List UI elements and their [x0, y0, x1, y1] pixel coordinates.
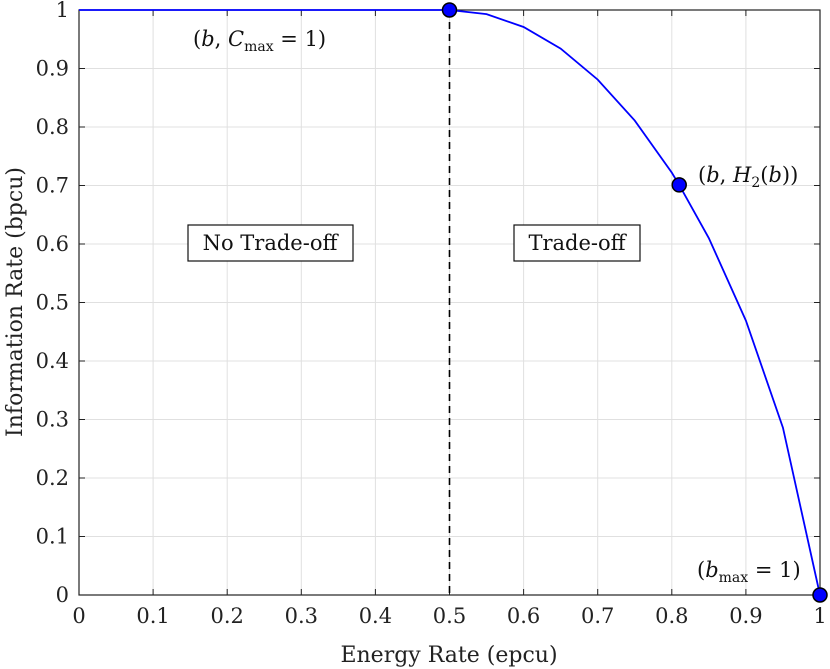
- x-tick-label: 0.6: [507, 604, 540, 628]
- x-tick-label: 0.9: [729, 604, 762, 628]
- x-axis-title: Energy Rate (epcu): [340, 643, 557, 668]
- data-point-marker: [812, 587, 828, 603]
- region-left-box: [187, 224, 354, 262]
- data-point-marker: [671, 177, 687, 193]
- x-tick-label: 1: [813, 604, 826, 628]
- y-tick-label: 0.1: [36, 525, 69, 549]
- region-right-box: [513, 224, 641, 262]
- y-tick-label: 0.4: [36, 349, 69, 373]
- y-tick-label: 1: [56, 0, 69, 22]
- data-point-marker: [441, 2, 458, 18]
- x-tick-label: 0.4: [359, 604, 392, 628]
- y-tick-label: 0.3: [36, 408, 69, 432]
- x-tick-label: 0: [72, 604, 85, 628]
- x-tick-label: 0.2: [210, 604, 243, 628]
- y-tick-label: 0.5: [36, 291, 69, 315]
- y-tick-label: 0.2: [36, 466, 69, 490]
- y-tick-label: 0.9: [36, 57, 69, 81]
- markers: [441, 2, 828, 603]
- x-axis-ticks: 0 0.1 0.2 0.3 0.4 0.5 0.6 0.7 0.8 0.9 1: [72, 10, 827, 628]
- x-tick-label: 0.5: [433, 604, 466, 628]
- x-tick-label: 0.1: [136, 604, 169, 628]
- y-axis-title: Information Rate (bpcu): [3, 167, 28, 437]
- y-tick-label: 0.8: [36, 115, 69, 139]
- y-axis-ticks: 0 0.1 0.2 0.3 0.4 0.5 0.6 0.7 0.8 0.9 1: [36, 0, 820, 607]
- x-tick-label: 0.3: [285, 604, 318, 628]
- x-tick-label: 0.8: [655, 604, 688, 628]
- annotation-b-h2: (b, H2(b)): [698, 163, 798, 191]
- region-right-label: Trade-off: [528, 231, 627, 255]
- x-tick-label: 0.7: [581, 604, 614, 628]
- y-tick-label: 0.6: [36, 232, 69, 256]
- annotation-b-cmax: (b, Cmax = 1): [193, 27, 326, 55]
- region-left-label: No Trade-off: [203, 231, 340, 255]
- y-tick-label: 0: [56, 583, 69, 607]
- annotation-bmax: (bmax = 1): [697, 558, 801, 586]
- y-tick-label: 0.7: [36, 174, 69, 198]
- series-line: [79, 9, 821, 596]
